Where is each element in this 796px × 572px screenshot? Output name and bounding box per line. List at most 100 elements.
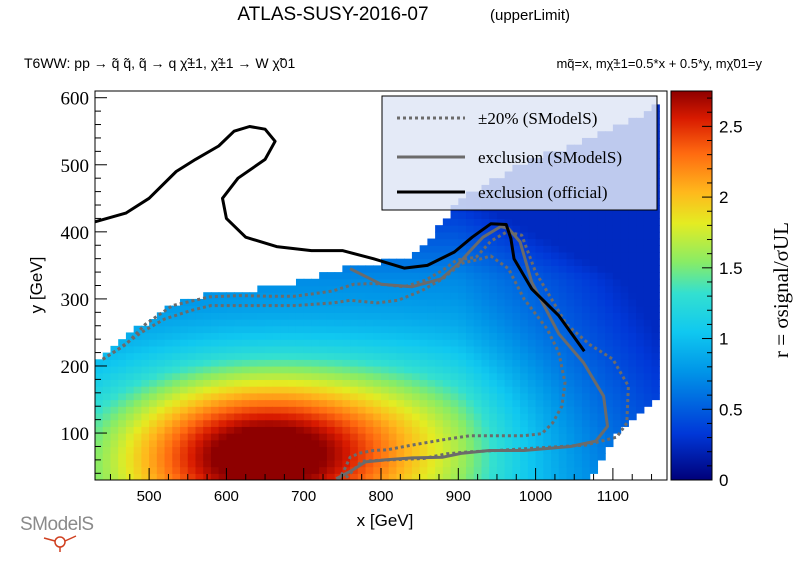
heatmap-cell <box>180 433 189 441</box>
heatmap-cell <box>149 419 158 427</box>
heatmap-cell <box>566 231 575 240</box>
heatmap-cell <box>350 446 359 454</box>
heatmap-cell <box>187 419 197 427</box>
heatmap-cell <box>149 459 158 468</box>
heatmap-cell <box>319 345 328 354</box>
heatmap-cell <box>473 339 483 347</box>
heatmap-cell <box>520 319 529 327</box>
heatmap-cell <box>589 305 599 313</box>
heatmap-cell <box>156 473 166 480</box>
heatmap-cell <box>342 265 351 273</box>
heatmap-cell <box>473 305 483 313</box>
heatmap-cell <box>257 298 266 307</box>
heatmap-cell <box>95 379 104 387</box>
heatmap-cell <box>435 419 444 427</box>
heatmap-cell <box>388 426 398 434</box>
heatmap-cell <box>265 365 274 374</box>
heatmap-cell <box>141 386 150 394</box>
heatmap-cell <box>589 218 599 226</box>
heatmap-cell <box>527 265 537 273</box>
heatmap-cell <box>203 298 212 307</box>
heatmap-cell <box>226 466 235 474</box>
heatmap-cell <box>334 285 343 293</box>
heatmap-cell <box>265 473 274 480</box>
heatmap-cell <box>295 392 305 401</box>
heatmap-cell <box>141 459 150 468</box>
heatmap-cell <box>295 359 305 367</box>
heatmap-cell <box>172 433 181 441</box>
heatmap-cell <box>288 325 297 334</box>
heatmap-cell <box>450 312 459 320</box>
heatmap-cell <box>435 225 444 233</box>
heatmap-cell <box>605 392 614 401</box>
heatmap-cell <box>620 251 629 260</box>
heatmap-cell <box>427 459 436 468</box>
heatmap-cell <box>566 265 575 273</box>
heatmap-cell <box>520 211 529 220</box>
heatmap-cell <box>203 365 212 374</box>
heatmap-cell <box>272 439 282 448</box>
heatmap-cell <box>496 365 506 374</box>
heatmap-cell <box>427 339 436 347</box>
heatmap-cell <box>319 278 328 287</box>
heatmap-cell <box>156 325 166 334</box>
heatmap-cell <box>365 319 374 327</box>
heatmap-cell <box>473 453 483 461</box>
heatmap-cell <box>543 251 552 260</box>
heatmap-cell <box>164 352 173 360</box>
heatmap-cell <box>589 453 599 461</box>
heatmap-cell <box>326 433 336 441</box>
heatmap-cell <box>334 319 343 327</box>
heatmap-cell <box>466 238 475 246</box>
heatmap-cell <box>226 386 235 394</box>
heatmap-cell <box>234 466 243 474</box>
heatmap-cell <box>203 406 212 414</box>
heatmap-cell <box>496 278 506 287</box>
heatmap-cell <box>210 433 220 441</box>
heatmap-cell <box>218 473 228 480</box>
heatmap-cell <box>427 433 436 441</box>
heatmap-cell <box>326 386 336 394</box>
heatmap-cell <box>551 278 560 287</box>
heatmap-cell <box>326 406 336 414</box>
heatmap-cell <box>334 426 343 434</box>
heatmap-cell <box>319 426 328 434</box>
heatmap-cell <box>118 466 127 474</box>
heatmap-cell <box>605 292 614 300</box>
heatmap-cell <box>350 419 359 427</box>
heatmap-cell <box>334 446 343 454</box>
heatmap-cell <box>102 412 112 421</box>
heatmap-cell <box>195 426 204 434</box>
heatmap-cell <box>265 426 274 434</box>
heatmap-cell <box>241 412 251 421</box>
heatmap-cell <box>442 426 452 434</box>
heatmap-cell <box>535 359 544 367</box>
heatmap-cell <box>164 406 173 414</box>
heatmap-cell <box>651 359 660 367</box>
heatmap-cell <box>411 473 421 480</box>
heatmap-cell <box>388 359 398 367</box>
heatmap-cell <box>172 352 181 360</box>
heatmap-cell <box>141 332 150 340</box>
heatmap-cell <box>334 433 343 441</box>
heatmap-cell <box>419 272 428 280</box>
heatmap-cell <box>334 439 343 448</box>
heatmap-cell <box>458 312 467 320</box>
heatmap-cell <box>628 412 637 421</box>
heatmap-cell <box>141 419 150 427</box>
heatmap-cell <box>628 225 637 233</box>
heatmap-cell <box>133 412 142 421</box>
heatmap-cell <box>551 372 560 380</box>
heatmap-cell <box>481 292 490 300</box>
heatmap-cell <box>118 446 127 454</box>
heatmap-cell <box>620 345 629 354</box>
heatmap-cell <box>149 426 158 434</box>
heatmap-cell <box>489 386 498 394</box>
heatmap-cell <box>551 305 560 313</box>
heatmap-cell <box>535 258 544 266</box>
heatmap-cell <box>612 399 622 407</box>
heatmap-cell <box>303 412 313 421</box>
heatmap-cell <box>651 345 660 354</box>
heatmap-cell <box>164 319 173 327</box>
